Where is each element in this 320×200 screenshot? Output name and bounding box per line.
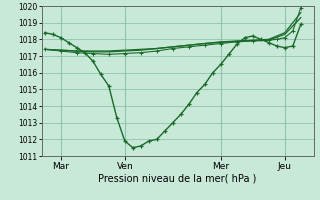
X-axis label: Pression niveau de la mer( hPa ): Pression niveau de la mer( hPa ): [99, 173, 257, 183]
